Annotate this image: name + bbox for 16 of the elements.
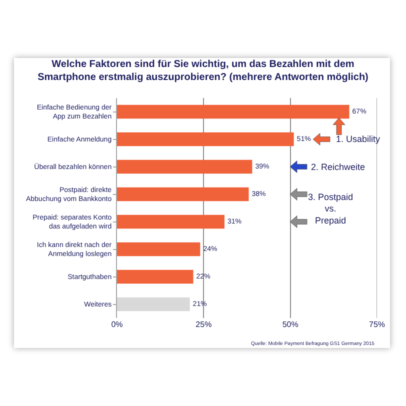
bar xyxy=(117,104,350,119)
bar xyxy=(117,214,224,229)
annotation: 1. Usability xyxy=(336,134,381,144)
x-tick-label: 0% xyxy=(111,320,123,329)
bar xyxy=(117,242,200,256)
bar xyxy=(117,132,294,146)
x-tick-label: 75% xyxy=(368,320,386,329)
bar xyxy=(117,270,194,284)
bar xyxy=(117,160,252,174)
chart-title: Welche Faktoren sind für Sie wichtig, um das Bezahlen mit dem Smartphone erstmalig auszuprobieren? (mehrere Antworten möglich) xyxy=(38,58,368,83)
bar xyxy=(117,187,249,202)
x-tick-label: 25% xyxy=(196,320,212,329)
annotation: 3. Postpaid vs. Prepaid xyxy=(308,192,354,226)
annotation: 2. Reichweite xyxy=(311,162,366,172)
bar xyxy=(117,297,190,312)
x-tick-label: 50% xyxy=(282,320,298,329)
